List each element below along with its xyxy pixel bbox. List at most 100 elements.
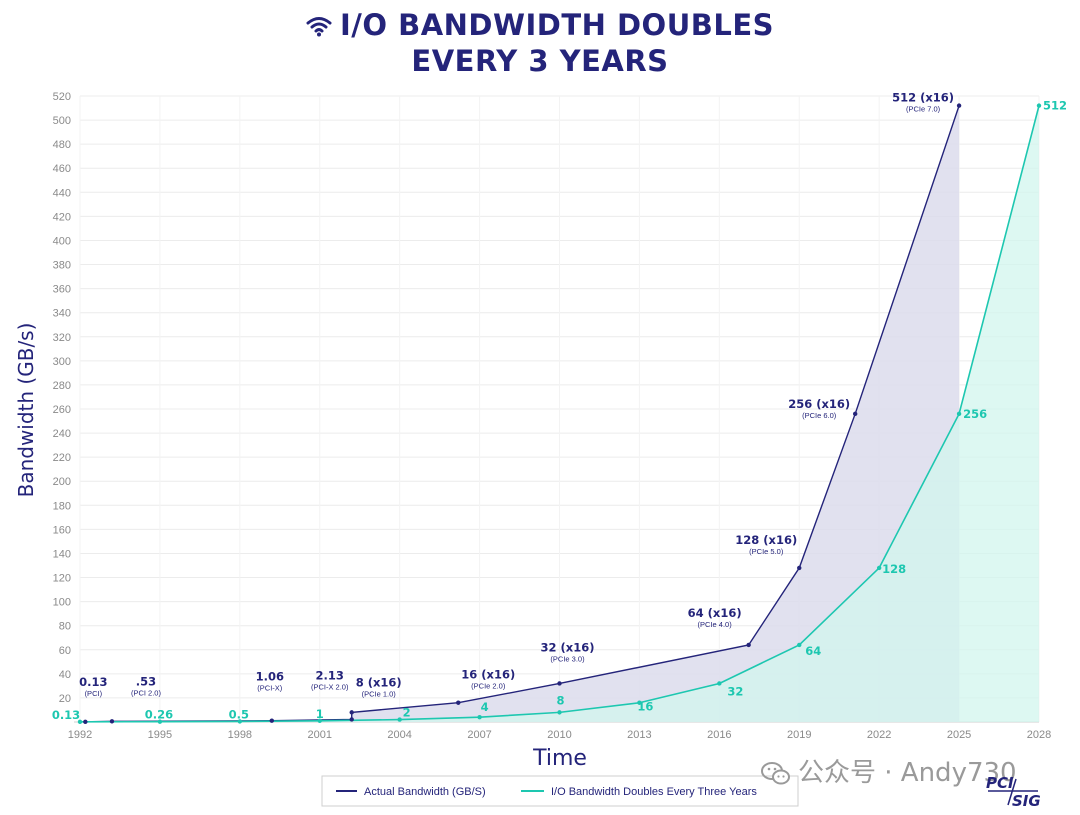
projected-data-label: 64 [805,644,821,658]
y-tick-label: 500 [53,115,71,127]
y-tick-label: 220 [53,452,71,464]
legend-label-projected: I/O Bandwidth Doubles Every Three Years [551,786,757,798]
projected-data-label: 0.5 [229,707,249,721]
y-tick-label: 440 [53,187,71,199]
projected-data-point [157,719,163,724]
y-tick-label: 300 [53,356,71,368]
y-tick-label: 40 [59,669,71,681]
y-tick-label: 160 [53,524,71,536]
data-points [77,103,1042,725]
actual-data-point [83,719,88,725]
projected-data-point [237,719,243,724]
actual-data-sublabel: (PCIe 3.0) [550,654,585,663]
projected-data-point [717,681,722,686]
y-tick-label: 380 [53,260,71,272]
logo-text-sig: SIG [1012,792,1041,809]
y-tick-label: 460 [53,163,71,175]
actual-data-sublabel: (PCIe 1.0) [362,689,397,698]
chart-title: I/O BANDWIDTH DOUBLES EVERY 3 YEARS [0,8,1080,78]
area-fills [80,105,1039,723]
actual-data-point [456,700,461,705]
y-tick-label: 420 [53,211,71,223]
actual-data-label: 256 (x16) [788,397,850,411]
x-tick-label: 2001 [308,729,332,741]
y-tick-label: 320 [53,332,71,344]
y-tick-label: 200 [53,476,71,488]
projected-data-label: 32 [727,684,743,698]
y-tick-label: 140 [53,548,71,560]
actual-data-label: 128 (x16) [735,533,797,547]
legend-box [321,775,799,807]
actual-data-sublabel: (PCI-X) [257,684,283,693]
x-tick-label: 2010 [547,729,571,741]
y-tick-label: 400 [53,235,71,247]
projected-data-label: 4 [481,700,489,714]
x-tick-label: 2013 [627,729,651,741]
y-tick-label: 100 [53,597,71,609]
actual-data-sublabel: (PCI 2.0) [131,688,162,697]
actual-data-sublabel: (PCIe 4.0) [698,620,733,629]
actual-data-sublabel: (PCIe 7.0) [906,105,941,114]
x-tick-label: 1992 [68,729,92,741]
actual-data-sublabel: (PCIe 2.0) [471,682,506,691]
projected-data-label: 16 [637,700,653,714]
projected-data-point [876,565,882,571]
actual-data-point [109,719,115,724]
actual-data-sublabel: (PCI-X 2.0) [311,682,349,691]
projected-data-point [477,714,482,720]
x-tick-label: 1998 [228,729,252,741]
wechat-icon [760,758,792,790]
x-tick-label: 2016 [707,729,731,741]
x-tick-label: 1995 [148,729,172,741]
y-tick-label: 180 [53,500,71,512]
projected-data-label: 128 [882,562,906,576]
actual-data-point [557,681,562,686]
actual-data-point [852,411,858,417]
projected-data-label: 512 [1043,99,1067,113]
y-tick-label: 240 [53,428,71,440]
x-tick-label: 2025 [947,729,971,741]
x-tick-label: 2019 [787,729,811,741]
projected-data-label: 1 [316,707,324,721]
actual-data-sublabel: (PCI) [85,689,103,698]
projected-area-fill [80,105,1039,723]
y-tick-label: 340 [53,308,71,320]
projected-data-point [797,642,802,648]
projected-data-label: 0.26 [145,708,173,722]
actual-data-label: 512 (x16) [892,91,954,105]
actual-data-label: 64 (x16) [688,606,742,620]
projected-data-point [557,710,562,715]
y-axis-title: Bandwidth (GB/s) [14,323,38,498]
projected-data-point [956,411,962,417]
logo-text-pci: PCI [986,774,1014,792]
y-tick-label: 260 [53,404,71,416]
projected-data-point [397,717,402,722]
projected-data-label: 256 [963,407,987,421]
legend-label-actual: Actual Bandwidth (GB/S) [364,786,486,798]
x-axis-title: Time [532,746,587,771]
title-line-1: I/O BANDWIDTH DOUBLES [0,8,1080,44]
y-tick-label: 360 [53,284,71,296]
title-line-1-text: I/O BANDWIDTH DOUBLES [339,8,775,42]
y-tick-label: 480 [53,139,71,151]
actual-data-label: 32 (x16) [541,640,595,654]
y-tick-label: 280 [53,380,71,392]
projected-data-point [637,700,642,705]
actual-data-point [349,717,354,722]
projected-data-label: 0.13 [52,708,80,722]
projected-data-label: 8 [556,693,564,707]
actual-data-sublabel: (PCIe 5.0) [749,547,784,556]
y-tick-label: 20 [59,693,71,705]
actual-data-point [956,103,962,108]
x-tick-label: 2007 [467,729,491,741]
y-tick-label: 120 [53,573,71,585]
projected-data-point [1036,103,1042,108]
actual-data-label: 2.13 [316,668,344,682]
watermark: 公众号 · Andy730 [760,752,1017,790]
wifi-icon [306,10,332,44]
projected-data-point [77,719,83,725]
projected-data-label: 2 [403,706,411,720]
projected-data-point [317,718,322,723]
y-tick-label: 60 [59,645,71,657]
